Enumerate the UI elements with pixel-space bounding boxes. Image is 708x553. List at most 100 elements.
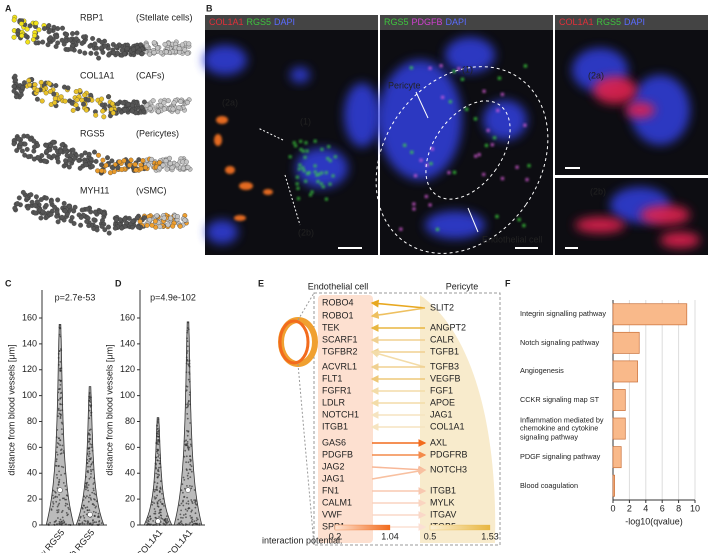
cell-dot [155, 524, 157, 526]
embedding-cell [73, 36, 79, 42]
channel-name: COL1A1 [559, 17, 594, 27]
cell-dot [188, 373, 191, 375]
cell-dot [189, 403, 192, 406]
median [57, 487, 63, 493]
cell-dot [185, 468, 188, 471]
cell-dot [157, 473, 159, 476]
embedding-cell [120, 100, 126, 106]
cell-dot [97, 524, 100, 526]
embedding-cell [25, 205, 31, 211]
embedding-cell [169, 165, 175, 171]
cell-dot [92, 510, 95, 513]
embedding-cell [185, 164, 191, 170]
category-label: Integrin signalling pathway [520, 309, 606, 319]
channel-bar [380, 15, 553, 30]
channel-legend: COL1A1 RGS5 DAPI [559, 17, 645, 27]
cell-dot [86, 458, 89, 461]
embedding-cell [161, 100, 167, 106]
cell-dot [155, 456, 158, 459]
embedding-cell [14, 148, 20, 153]
cell-dot [54, 495, 57, 498]
embedding-cell [39, 98, 45, 104]
embedding-cell [76, 157, 82, 163]
embedding-cell [63, 32, 69, 37]
embedding-cell [26, 78, 32, 83]
stain [523, 64, 528, 68]
embedding-cell [38, 197, 44, 203]
stain [457, 67, 461, 71]
cell-dot [159, 466, 162, 469]
stain [412, 202, 416, 206]
cell-dot [93, 492, 96, 495]
cell-dot [185, 362, 188, 365]
embedding-cell [19, 21, 24, 27]
stain [378, 60, 462, 180]
embedding-cell [103, 162, 109, 168]
cell-dot [91, 523, 94, 526]
cell-dot [59, 397, 62, 400]
cell-dot [159, 457, 162, 459]
embedding-cell [170, 223, 176, 229]
ligand-receptor: TEK [322, 322, 340, 332]
cell-dot [64, 485, 67, 487]
cell-dot [86, 452, 89, 455]
cell-dot [195, 519, 198, 522]
stain [483, 100, 527, 140]
cell-dot [60, 465, 63, 468]
cell-dot [89, 465, 92, 468]
embedding-cell [21, 80, 27, 86]
embedding-cell [88, 156, 94, 162]
violin [45, 324, 75, 526]
ligand-receptor: FLT1 [322, 373, 342, 383]
cell-dot [184, 523, 187, 525]
embedding-cell [102, 227, 108, 233]
x-tick-label: 6 [660, 503, 665, 513]
embedding-cell [155, 45, 161, 51]
stain [517, 217, 521, 222]
embedding-cell [125, 102, 131, 108]
ligand-receptor: ITGB1 [430, 485, 456, 495]
cell-dot [162, 522, 165, 525]
embedding-cell [112, 225, 118, 231]
stain [482, 89, 486, 93]
cell-dot [60, 391, 63, 394]
cell-dot [190, 520, 193, 523]
embedding-cell [141, 215, 147, 221]
embedding-cell [74, 97, 80, 103]
embedding-cell [102, 43, 108, 49]
embedding-cell [83, 107, 89, 113]
cell-dot [189, 522, 192, 524]
embedding-cell [129, 102, 135, 108]
cell-dot [56, 429, 59, 431]
cell-dot [186, 510, 189, 512]
y-tick-label: 120 [22, 364, 37, 374]
cell-dot [90, 463, 93, 466]
embedding-cell [85, 97, 91, 103]
column-title: Endothelial cell [308, 281, 369, 291]
cell-dot [183, 455, 186, 458]
embedding-cell [82, 92, 88, 98]
cell-dot [151, 501, 154, 503]
cell-dot [52, 497, 55, 499]
cell-dot [93, 477, 95, 480]
stain [486, 128, 490, 133]
embedding-cell [36, 27, 42, 33]
category-label: Angiogenesis [520, 366, 564, 376]
gene-name: MYH11 [80, 185, 109, 195]
cell-dot [86, 509, 89, 512]
embedding-cell [78, 214, 84, 220]
y-tick-label: 40 [27, 468, 37, 478]
zoom-link [257, 127, 284, 141]
zoom-link [297, 292, 315, 321]
cell-dot [158, 429, 160, 432]
cell-dot [93, 504, 96, 506]
cell-dot [64, 502, 67, 505]
embedding-cell [99, 162, 104, 168]
cell-dot [61, 433, 64, 436]
cell-dot [152, 520, 155, 522]
cell-dot [83, 511, 86, 513]
cell-dot [185, 439, 188, 442]
cell-dot [56, 496, 59, 498]
cell-dot [67, 513, 69, 516]
cell-dot [157, 449, 159, 452]
